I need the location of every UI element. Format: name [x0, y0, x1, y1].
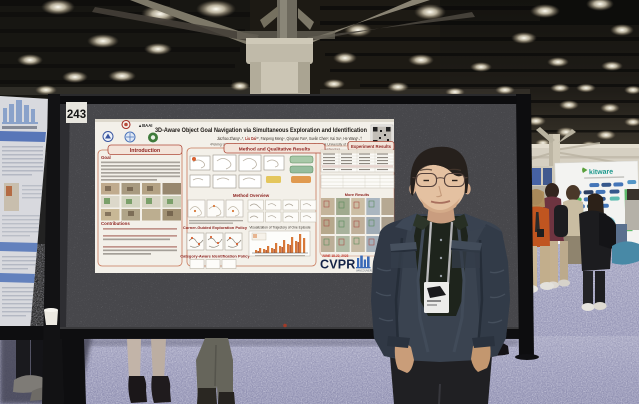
svg-text:243: 243: [67, 109, 86, 121]
svg-text:Experiment Results: Experiment Results: [351, 144, 392, 149]
svg-text:Visualization of Trajectory of: Visualization of Trajectory of One Episo…: [249, 226, 310, 230]
svg-text:Goal: Goal: [101, 155, 111, 160]
svg-text:Method and Qualitative Results: Method and Qualitative Results: [239, 147, 311, 153]
svg-text:JUNE 18-22, 2023: JUNE 18-22, 2023: [322, 254, 349, 258]
svg-text:▲BAAI: ▲BAAI: [138, 123, 152, 128]
svg-text:Contributions: Contributions: [101, 221, 130, 226]
svg-text:Introduction: Introduction: [130, 148, 160, 154]
svg-text:Jiazhao Zhang¹₊*, Liu Dai³*, F: Jiazhao Zhang¹₊*, Liu Dai³*, Fanpeng Men…: [217, 136, 362, 141]
svg-text:More Results: More Results: [345, 192, 369, 197]
svg-text:3D-Aware Object Goal Navigatio: 3D-Aware Object Goal Navigation via Simu…: [155, 127, 367, 134]
svg-text:Method Overview: Method Overview: [233, 193, 270, 198]
svg-text:Category-Aware Identification: Category-Aware Identification Policy: [180, 254, 250, 259]
svg-text:Corner-Guided Exploration Poli: Corner-Guided Exploration Policy: [183, 225, 248, 230]
svg-text:CVPR: CVPR: [320, 258, 356, 272]
svg-text:kitware: kitware: [589, 169, 613, 177]
svg-text:VANCOUVER, CANADA: VANCOUVER, CANADA: [356, 270, 384, 273]
